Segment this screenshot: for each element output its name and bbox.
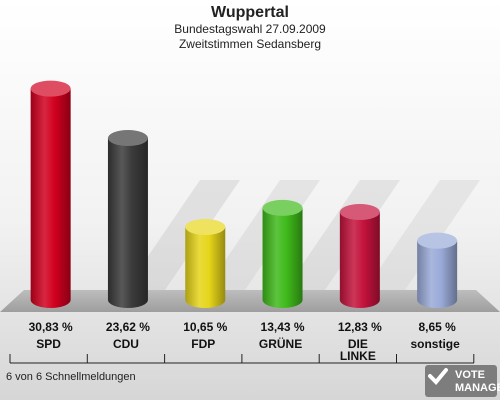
- chart-subtitle-date: Bundestagswahl 27.09.2009: [174, 22, 326, 36]
- chart-subtitle-district: Zweitstimmen Sedansberg: [179, 37, 321, 51]
- category-label: FDP: [191, 337, 215, 351]
- bar-spd: [30, 80, 71, 308]
- value-label: 23,62 %: [106, 320, 150, 334]
- category-label: SPD: [36, 337, 61, 351]
- vote-manager-logo: VOTE MANAGER: [425, 365, 500, 397]
- chart-title: Wuppertal: [211, 4, 289, 21]
- value-label: 12,83 %: [338, 320, 382, 334]
- footer-note: 6 von 6 Schnellmeldungen: [6, 371, 136, 383]
- svg-text:VOTE: VOTE: [455, 369, 485, 381]
- bar-cdu: [107, 130, 148, 308]
- bar-sonstige: [417, 232, 458, 308]
- bar-fdp: [185, 218, 226, 308]
- value-label: 30,83 %: [29, 320, 73, 334]
- category-label: sonstige: [410, 337, 460, 351]
- value-labels: 30,83 % 23,62 % 10,65 % 13,43 % 12,83 % 8,65 …: [29, 320, 457, 334]
- check-icon: [428, 368, 448, 385]
- bars: [30, 80, 458, 308]
- value-label: 13,43 %: [261, 320, 305, 334]
- category-label: GRÜNE: [259, 336, 302, 351]
- value-label: 8,65 %: [418, 320, 456, 334]
- bar-die-linke: [339, 204, 380, 308]
- bar-grüne: [262, 199, 303, 308]
- category-axis: [9, 354, 475, 364]
- svg-text:MANAGER: MANAGER: [455, 382, 500, 394]
- category-label: CDU: [113, 337, 139, 351]
- category-label: DIE LINKE: [340, 337, 376, 363]
- category-labels: SPD CDU FDP GRÜNE DIE LINKE sonstige: [36, 336, 460, 363]
- value-label: 10,65 %: [183, 320, 227, 334]
